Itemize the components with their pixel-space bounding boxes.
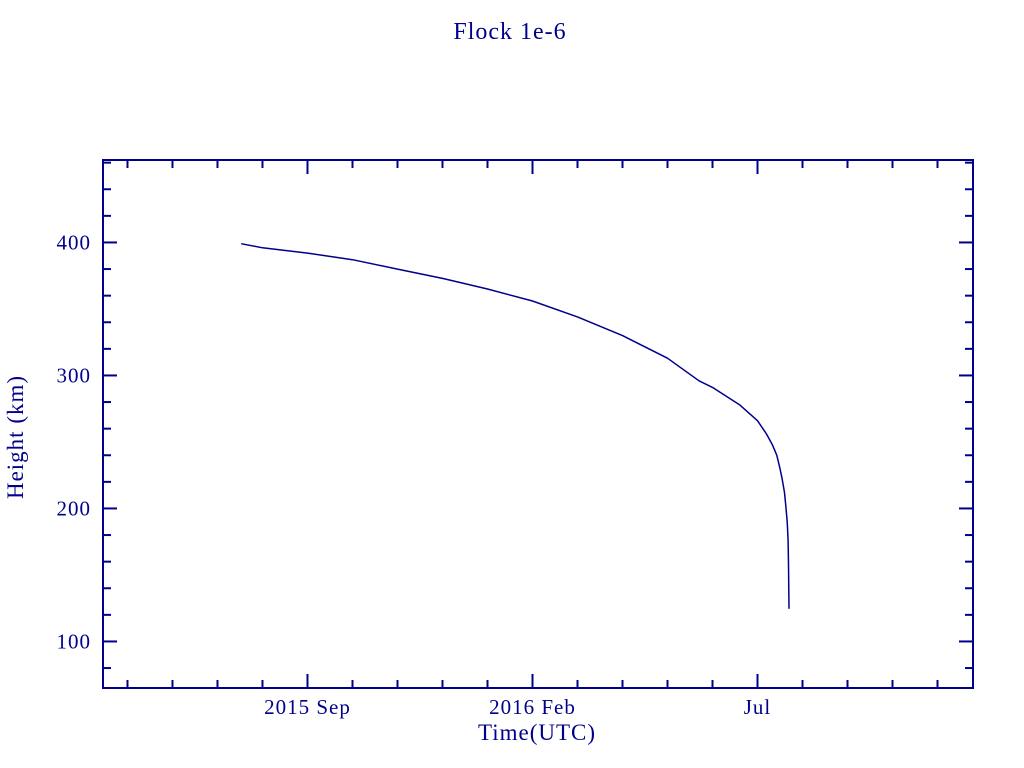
y-axis-label: Height (km) xyxy=(3,375,28,499)
y-tick-label: 100 xyxy=(57,629,92,653)
x-tick-label: Jul xyxy=(744,695,772,719)
y-tick-label: 300 xyxy=(57,363,92,387)
x-tick-label: 2015 Sep xyxy=(264,695,351,719)
y-tick-label: 400 xyxy=(57,230,92,254)
chart-title: Flock 1e-6 xyxy=(453,19,566,45)
axes: 2015 Sep 2016 Feb Jul 100 200 300 400 xyxy=(57,159,974,719)
x-tick-label: 2016 Feb xyxy=(489,695,576,719)
decay-curve xyxy=(241,243,790,609)
height-series-line xyxy=(241,243,790,609)
plot-frame xyxy=(102,159,974,689)
x-axis-label: Time(UTC) xyxy=(478,720,596,745)
y-tick-label: 200 xyxy=(57,496,92,520)
